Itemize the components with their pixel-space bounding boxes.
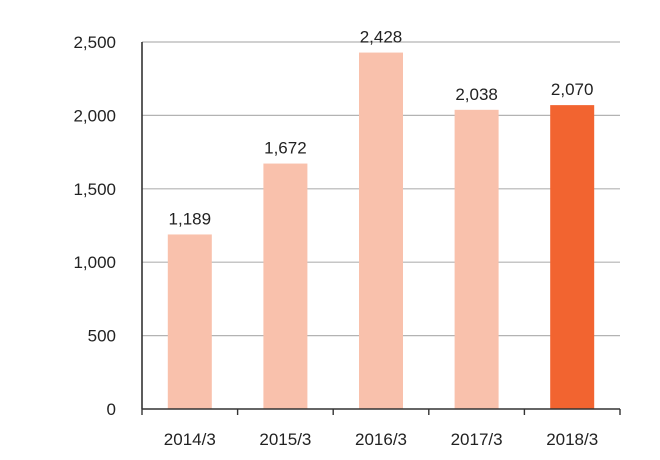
bars [167, 52, 595, 410]
y-tick-label: 1,000 [73, 253, 116, 272]
axes [141, 42, 621, 415]
bar [550, 105, 595, 410]
data-label: 2,428 [360, 28, 403, 47]
data-label: 1,189 [169, 209, 212, 228]
bar [454, 109, 499, 410]
x-tick-label: 2018/3 [546, 430, 598, 449]
x-tick-label: 2017/3 [451, 430, 503, 449]
y-tick-label: 500 [88, 327, 116, 346]
data-label: 1,672 [264, 139, 307, 158]
bar [359, 52, 403, 409]
y-tick-label: 2,500 [73, 33, 116, 52]
data-label: 2,070 [551, 80, 594, 99]
x-tick-label: 2016/3 [355, 430, 407, 449]
bar [167, 234, 212, 409]
y-tick-label: 2,000 [73, 106, 116, 125]
data-label: 2,038 [455, 85, 498, 104]
x-tick-label: 2014/3 [164, 430, 216, 449]
y-tick-label: 0 [107, 400, 116, 419]
y-tick-label: 1,500 [73, 180, 116, 199]
bar [263, 163, 308, 409]
labels: 0 500 1,000 1,500 2,000 2,500 1,189 2014/3 1,672… [73, 28, 598, 449]
x-tick-label: 2015/3 [259, 430, 311, 449]
